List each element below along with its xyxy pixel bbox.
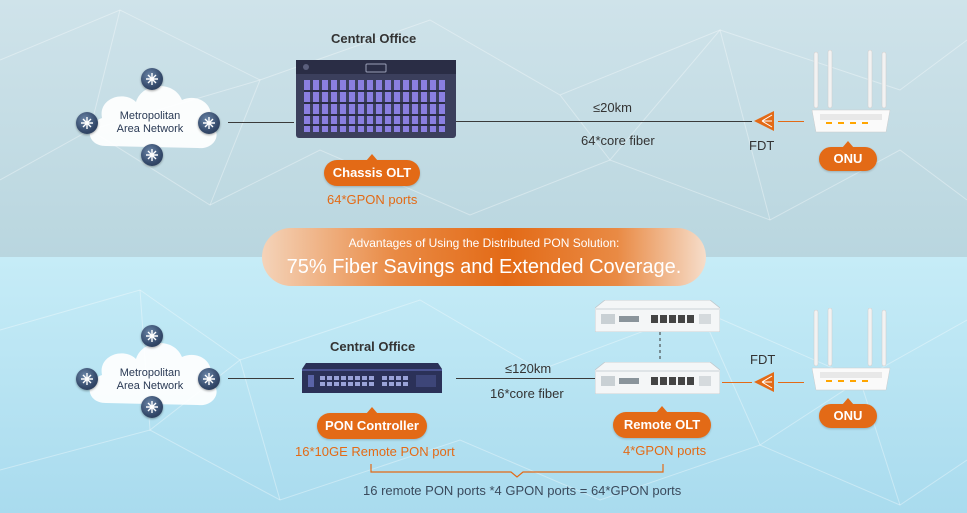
- link-fdt-to-onu: [778, 121, 804, 122]
- onu-text: ONU: [833, 151, 863, 166]
- router-icon: [141, 325, 163, 347]
- link-controller-to-remote-olt: [456, 378, 596, 379]
- pon-controller-ports: 16*10GE Remote PON port: [295, 444, 455, 459]
- chassis-olt-label: Chassis OLT: [324, 154, 420, 186]
- router-icon: [141, 68, 163, 90]
- router-icon: [141, 396, 163, 418]
- pointer: [842, 398, 854, 405]
- central-office-title-top: Central Office: [331, 31, 417, 46]
- remote-olt-text: Remote OLT: [623, 417, 701, 432]
- fdt-label-bottom: FDT: [750, 352, 776, 367]
- cloud-icon: [89, 85, 217, 149]
- pointer: [656, 406, 668, 413]
- router-icon: [198, 368, 220, 390]
- onu-label-bottom: ONU: [819, 398, 877, 428]
- pointer: [842, 141, 854, 148]
- pon-controller-device: [302, 363, 442, 393]
- advantage-banner: Advantages of Using the Distributed PON …: [262, 228, 706, 286]
- central-office-title-bottom: Central Office: [330, 339, 416, 354]
- onu-label-top: ONU: [819, 141, 877, 171]
- remote-olt-device-2: [595, 362, 720, 394]
- link-remote-olt-to-fdt: [722, 382, 752, 383]
- pon-controller-label: PON Controller: [317, 407, 427, 439]
- network-label: Metropolitan Area Network: [116, 367, 184, 392]
- splitter-icon: [754, 111, 774, 131]
- fdt-label-top: FDT: [749, 138, 775, 153]
- summary-brace: [370, 464, 664, 478]
- router-icon: [198, 112, 220, 134]
- network-label: Metropolitan Area Network: [116, 110, 184, 135]
- summary-text: 16 remote PON ports *4 GPON ports = 64*G…: [363, 483, 682, 498]
- pointer: [366, 154, 378, 161]
- chassis-olt-device: [296, 60, 456, 138]
- banner-line-2: 75% Fiber Savings and Extended Coverage.: [286, 256, 682, 278]
- distance-bottom: ≤120km: [505, 361, 552, 376]
- pointer: [366, 407, 378, 414]
- link-cloud-to-controller: [228, 378, 294, 379]
- onu-router-icon: [811, 50, 891, 133]
- metro-network-cloud-bottom: Metropolitan Area Network: [78, 325, 228, 425]
- onu-text: ONU: [833, 408, 863, 423]
- pon-controller-text: PON Controller: [325, 418, 419, 433]
- remote-olt-ports: 4*GPON ports: [623, 443, 707, 458]
- link-cloud-to-olt: [228, 122, 294, 123]
- distance-top: ≤20km: [593, 100, 632, 115]
- router-icon: [76, 112, 98, 134]
- remote-olt-device-1: [595, 300, 720, 332]
- fiber-count-bottom: 16*core fiber: [490, 386, 564, 401]
- splitter-icon: [754, 372, 774, 392]
- onu-router-icon: [811, 308, 891, 391]
- router-icon: [76, 368, 98, 390]
- remote-olt-label: Remote OLT: [613, 406, 711, 438]
- cloud-icon: [89, 342, 217, 406]
- router-icon: [141, 144, 163, 166]
- metro-network-cloud-top: Metropolitan Area Network: [78, 68, 228, 168]
- link-fdt-to-onu-bottom: [778, 382, 804, 383]
- chassis-olt-ports: 64*GPON ports: [327, 192, 418, 207]
- fiber-count-top: 64*core fiber: [581, 133, 655, 148]
- banner-line-1: Advantages of Using the Distributed PON …: [348, 236, 620, 250]
- link-olt-to-fdt: [456, 121, 752, 122]
- chassis-olt-text: Chassis OLT: [332, 165, 412, 180]
- stack-dashed-link: [659, 332, 661, 362]
